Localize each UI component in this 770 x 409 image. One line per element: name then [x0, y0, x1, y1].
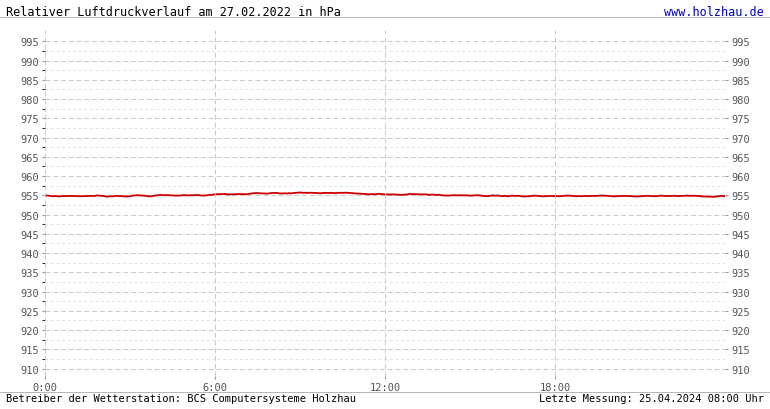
Text: Relativer Luftdruckverlauf am 27.02.2022 in hPa: Relativer Luftdruckverlauf am 27.02.2022… [6, 6, 341, 19]
Text: www.holzhau.de: www.holzhau.de [664, 6, 764, 19]
Text: Betreiber der Wetterstation: BCS Computersysteme Holzhau: Betreiber der Wetterstation: BCS Compute… [6, 393, 357, 403]
Text: Letzte Messung: 25.04.2024 08:00 Uhr: Letzte Messung: 25.04.2024 08:00 Uhr [539, 393, 764, 403]
